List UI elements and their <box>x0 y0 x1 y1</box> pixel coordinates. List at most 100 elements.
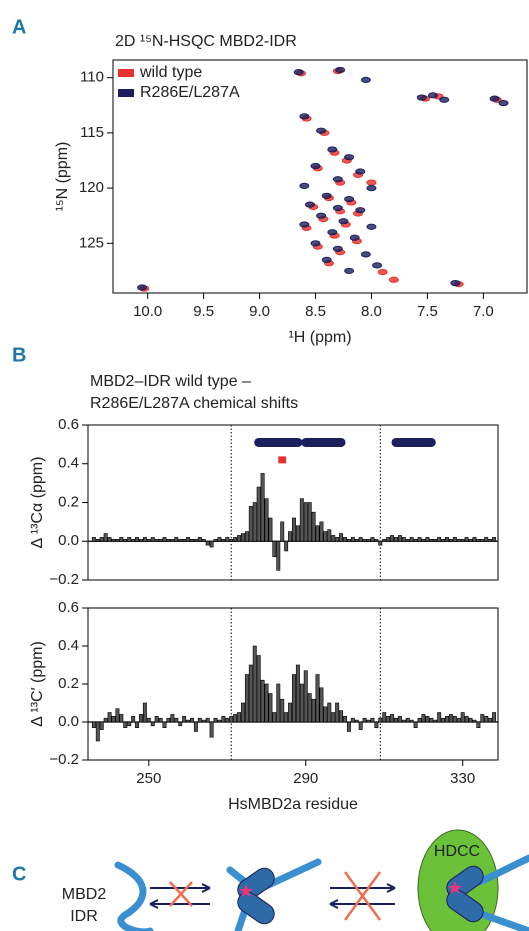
bar <box>142 702 147 723</box>
x-tick-label: 250 <box>136 770 161 787</box>
bar <box>331 712 336 723</box>
peak <box>366 179 377 186</box>
arrow-head <box>149 899 159 909</box>
diagram: MBD2 IDR HDCC <box>62 829 529 931</box>
bar <box>127 721 132 727</box>
y-axis-label: ¹⁵N (ppm) <box>54 142 71 212</box>
peak <box>416 94 427 101</box>
bar <box>476 721 481 728</box>
bar <box>244 531 249 542</box>
bar <box>193 539 198 542</box>
bar <box>209 540 214 548</box>
bar <box>394 537 398 542</box>
peak <box>299 221 310 228</box>
bar <box>111 715 116 723</box>
bar <box>445 537 449 542</box>
bar <box>131 715 136 723</box>
peak <box>439 96 450 103</box>
bar <box>95 721 100 742</box>
peak <box>321 256 332 263</box>
legend-swatch <box>118 69 134 77</box>
arrow-head <box>329 899 339 909</box>
bar <box>362 539 367 542</box>
peak <box>360 251 371 258</box>
bar <box>138 714 143 723</box>
bar <box>370 537 375 542</box>
peak <box>316 212 327 219</box>
bar <box>472 719 477 723</box>
bar <box>252 645 257 723</box>
bar <box>205 717 210 723</box>
peak <box>137 284 148 291</box>
bar <box>225 717 230 723</box>
diagram-label: IDR <box>70 908 98 925</box>
bar <box>397 715 402 723</box>
bar <box>213 539 218 542</box>
bar <box>217 537 222 542</box>
bar <box>284 712 289 723</box>
bar <box>241 533 245 542</box>
bar <box>146 539 151 542</box>
bar <box>229 715 234 723</box>
bar <box>190 539 194 542</box>
bar <box>162 721 167 728</box>
bar <box>197 537 202 542</box>
bar <box>464 715 469 723</box>
bar <box>429 717 434 723</box>
bar <box>178 539 183 542</box>
bar <box>154 539 159 542</box>
bar <box>452 715 457 723</box>
bar <box>358 721 363 730</box>
bar <box>182 715 187 723</box>
bar <box>292 674 296 723</box>
peak <box>428 92 439 99</box>
bar <box>390 535 395 542</box>
bar <box>335 537 340 542</box>
helix <box>446 889 484 923</box>
peak <box>344 267 355 275</box>
peak <box>355 207 366 214</box>
x-tick-label: 7.0 <box>473 303 494 320</box>
bar <box>295 664 300 723</box>
peak <box>355 168 366 175</box>
bar <box>327 529 332 542</box>
peak <box>293 69 304 76</box>
peak <box>299 113 310 120</box>
x-axis-label: HsMBD2a residue <box>228 796 358 813</box>
bar <box>119 537 124 542</box>
bar <box>319 521 324 542</box>
legend-label: wild type <box>139 64 202 81</box>
x-tick-label: 9.5 <box>193 303 214 320</box>
bar <box>390 714 395 723</box>
y-tick-label: 0.4 <box>58 637 79 654</box>
bar <box>433 539 438 542</box>
y-tick-label: 0.4 <box>58 455 79 472</box>
bar <box>405 539 410 542</box>
bar <box>186 719 191 723</box>
peak <box>377 268 388 276</box>
peak <box>332 245 343 252</box>
bar <box>323 531 328 542</box>
x-tick-label: 330 <box>450 770 475 787</box>
bar <box>445 715 449 723</box>
bar <box>394 717 398 723</box>
star <box>448 881 462 894</box>
chart-title: MBD2–IDR wild type – <box>90 373 251 390</box>
peak <box>344 154 355 161</box>
y-tick-label: 120 <box>79 179 104 196</box>
bar <box>107 537 112 542</box>
bar <box>354 539 359 542</box>
bar <box>201 539 206 542</box>
bar <box>91 721 96 728</box>
peak <box>299 182 310 189</box>
bar <box>170 714 175 723</box>
peak <box>489 95 500 102</box>
bar <box>315 674 320 723</box>
x-tick-label: 8.5 <box>305 303 326 320</box>
bar <box>382 539 387 542</box>
bar <box>256 486 261 542</box>
bar <box>319 687 324 723</box>
peak <box>366 184 377 192</box>
bar <box>174 717 179 723</box>
bar <box>492 537 497 542</box>
